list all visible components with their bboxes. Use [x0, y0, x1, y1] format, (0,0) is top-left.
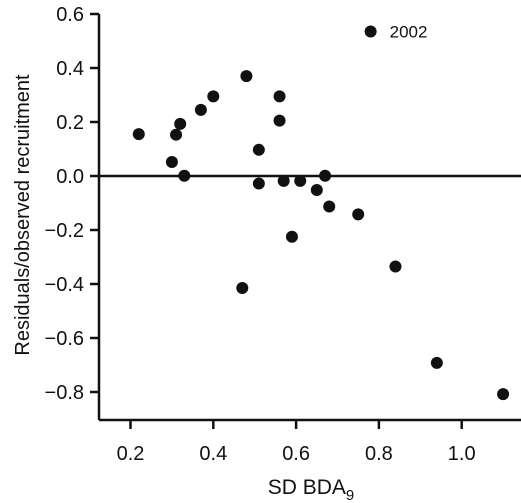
data-points — [132, 70, 510, 401]
data-point — [170, 128, 183, 141]
x-tick-label: 0.8 — [365, 443, 393, 465]
data-point — [389, 260, 402, 273]
y-ticks: 0.6 0.4 0.2 0.0 −0.2 −0.4 −0.6 −0.8 — [45, 4, 99, 404]
y-axis-label: Residuals/observed recruitment — [12, 74, 34, 356]
x-tick-label: 0.6 — [282, 443, 310, 465]
data-point — [252, 177, 265, 190]
data-point — [132, 128, 145, 141]
y-tick-label: −0.8 — [45, 382, 84, 404]
data-point — [285, 230, 298, 243]
y-tick-label: 0.6 — [56, 4, 84, 26]
y-tick-label: 0.2 — [56, 112, 84, 134]
data-point — [240, 70, 253, 83]
data-point — [277, 174, 290, 187]
x-tick-label: 0.4 — [199, 443, 227, 465]
data-point — [430, 356, 443, 369]
highlight-label: 2002 — [390, 23, 428, 42]
y-tick-label: 0.4 — [56, 58, 84, 80]
y-tick-label: −0.2 — [45, 220, 84, 242]
x-axis-label: SD BDA9 — [268, 476, 355, 503]
data-point — [178, 169, 191, 182]
data-point — [273, 90, 286, 103]
data-point — [352, 208, 365, 221]
x-tick-label: 0.2 — [117, 443, 145, 465]
data-point — [310, 184, 323, 197]
axes — [97, 14, 521, 422]
data-point — [252, 143, 265, 156]
data-point — [236, 282, 249, 295]
data-point — [319, 169, 332, 182]
y-tick-label: −0.4 — [45, 274, 84, 296]
y-tick-label: 0.0 — [56, 166, 84, 188]
data-point — [294, 174, 307, 187]
data-point — [165, 155, 178, 168]
data-point — [207, 90, 220, 103]
highlight-point — [364, 25, 377, 38]
data-point — [497, 388, 510, 401]
data-point — [323, 200, 336, 213]
x-axis-label-text: SD BDA — [268, 476, 346, 499]
x-ticks: 0.2 0.4 0.6 0.8 1.0 — [117, 420, 476, 465]
x-axis-label-subscript: 9 — [346, 487, 354, 503]
data-point — [273, 114, 286, 127]
data-point — [174, 117, 187, 130]
x-tick-label: 1.0 — [448, 443, 476, 465]
y-tick-label: −0.6 — [45, 328, 84, 350]
highlight-group: 2002 — [364, 23, 428, 42]
data-point — [194, 103, 207, 116]
